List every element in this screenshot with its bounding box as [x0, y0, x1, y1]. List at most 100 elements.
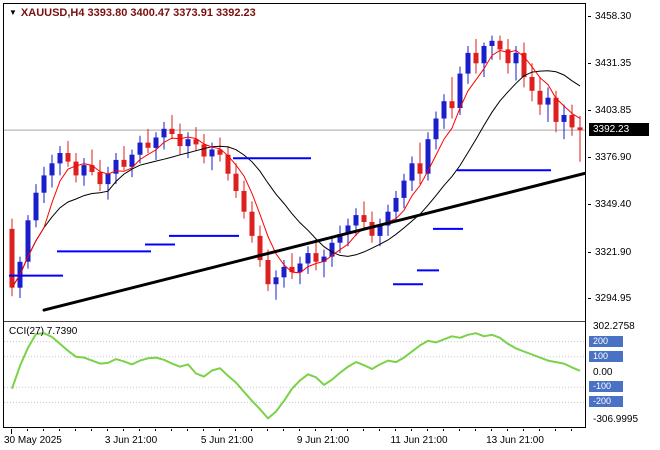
- candle-body: [369, 222, 375, 236]
- price-label: 3403.85: [595, 105, 632, 116]
- panel-splitter[interactable]: [4, 321, 585, 325]
- time-tick: [570, 429, 572, 431]
- candle-body: [353, 215, 359, 226]
- time-tick: [26, 429, 28, 431]
- candle-body: [561, 115, 567, 122]
- candle-body: [41, 175, 47, 193]
- time-tick: [298, 429, 300, 431]
- time-label: 11 Jun 21:00: [390, 435, 448, 446]
- time-tick: [250, 429, 252, 431]
- candle-body: [417, 163, 423, 174]
- time-tick: [74, 429, 76, 431]
- ma-slow-line: [11, 70, 581, 288]
- time-tick: [346, 429, 348, 431]
- price-label: 3431.35: [595, 58, 632, 69]
- candle-body: [161, 128, 167, 138]
- candle-body: [441, 101, 447, 119]
- cci-chart-canvas[interactable]: [4, 324, 585, 427]
- candle-body: [217, 149, 223, 155]
- candle-body: [137, 142, 143, 155]
- candle-body: [329, 242, 335, 257]
- candle-body: [209, 149, 215, 157]
- candle-body: [313, 253, 319, 262]
- candle-body: [393, 197, 399, 212]
- candle-body: [25, 220, 31, 262]
- time-label: 30 May 2025: [4, 435, 62, 446]
- candle-body: [201, 144, 207, 157]
- cci-level-badge: 100: [589, 351, 623, 362]
- candle-body: [553, 97, 559, 122]
- candle-body: [273, 277, 279, 285]
- candle-body: [345, 225, 351, 235]
- candle-body: [153, 137, 159, 148]
- price-tick: [588, 16, 591, 17]
- ma-fast-line: [11, 49, 581, 288]
- time-tick: [218, 429, 220, 431]
- time-tick: [138, 429, 140, 431]
- time-label: 9 Jun 21:00: [296, 435, 350, 446]
- candle-body: [361, 215, 367, 222]
- trendline: [42, 171, 585, 312]
- candle-body: [409, 163, 415, 181]
- chart-frame: ▼ XAUUSD,H4 3393.80 3400.47 3373.91 3392.…: [3, 3, 586, 428]
- candle-body: [257, 235, 263, 261]
- cci-scale-top-label: 302.2758: [593, 321, 635, 332]
- chart-title-text: XAUUSD,H4 3393.80 3400.47 3373.91 3392.2…: [20, 7, 256, 19]
- candle-body: [305, 253, 311, 264]
- price-tick: [588, 157, 591, 158]
- candle-body: [449, 101, 455, 109]
- candle-body: [73, 161, 79, 176]
- cci-scale-bottom-label: -306.9995: [593, 414, 639, 425]
- time-tick: [474, 429, 476, 431]
- symbol-dropdown-icon[interactable]: ▼: [9, 8, 17, 17]
- cci-indicator-label: CCI(27) 7.7390: [9, 326, 78, 337]
- price-label: 3321.90: [595, 247, 632, 258]
- candle-body: [385, 211, 391, 226]
- time-tick: [490, 429, 492, 431]
- candle-body: [177, 134, 183, 147]
- candle-body: [121, 159, 127, 167]
- price-label: 3376.90: [595, 152, 632, 163]
- current-price-badge: 3392.23: [589, 123, 649, 136]
- cci-zero-label: 0.00: [593, 367, 613, 378]
- time-tick: [186, 429, 188, 431]
- cci-level-badge: 200: [589, 336, 623, 347]
- time-tick: [170, 429, 172, 431]
- candle-body: [89, 165, 95, 172]
- candle-body: [225, 154, 231, 174]
- candle-body: [377, 225, 383, 236]
- main-chart-canvas[interactable]: [4, 4, 585, 321]
- time-tick: [234, 429, 236, 431]
- candle-body: [145, 142, 151, 148]
- price-label: 3458.30: [595, 11, 632, 22]
- price-axis[interactable]: 3458.30 3431.35 3403.85 3376.90 3349.40 3321.…: [588, 3, 658, 431]
- cci-line: [11, 332, 581, 420]
- time-tick: [266, 429, 268, 431]
- candle-body: [425, 139, 431, 174]
- cci-level-badge: -100: [589, 381, 623, 392]
- price-tick: [588, 298, 591, 299]
- candle-body: [113, 159, 119, 174]
- time-tick: [202, 429, 204, 431]
- price-tick: [588, 63, 591, 64]
- candle-body: [529, 77, 535, 91]
- time-axis[interactable]: 30 May 2025 3 Jun 21:00 5 Jun 21:00 9 Jun 2…: [3, 429, 586, 448]
- price-label: 3294.95: [595, 293, 632, 304]
- time-tick: [410, 429, 412, 431]
- time-tick: [10, 429, 12, 434]
- time-tick: [378, 429, 380, 431]
- candle-body: [193, 139, 199, 145]
- time-tick: [90, 429, 92, 431]
- time-tick: [314, 429, 316, 431]
- candle-body: [497, 40, 503, 50]
- candle-body: [489, 40, 495, 46]
- time-tick: [442, 429, 444, 431]
- candle-body: [65, 153, 71, 162]
- time-tick: [154, 429, 156, 431]
- time-tick: [506, 429, 508, 431]
- candle-body: [537, 90, 543, 105]
- time-tick: [426, 429, 428, 431]
- time-tick: [282, 429, 284, 431]
- candle-body: [185, 139, 191, 147]
- time-tick: [554, 429, 556, 431]
